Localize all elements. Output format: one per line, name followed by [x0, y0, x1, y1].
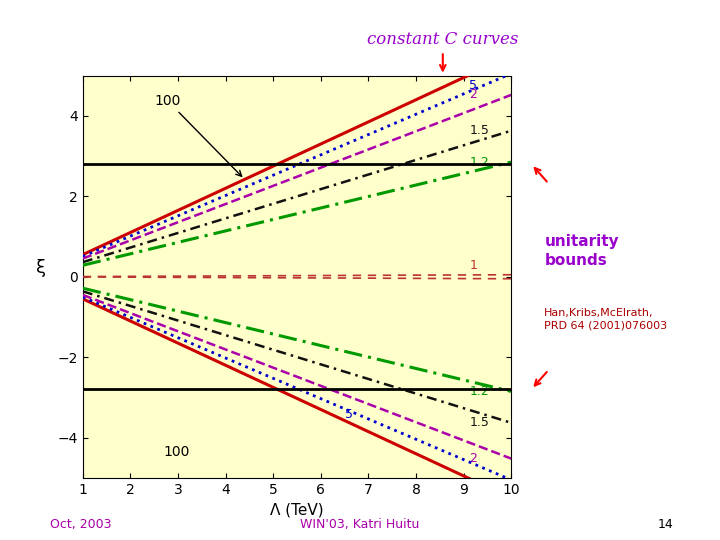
- Text: 100: 100: [154, 93, 242, 176]
- Text: 2: 2: [469, 89, 477, 102]
- Text: 5: 5: [345, 408, 353, 421]
- Text: 2: 2: [469, 452, 477, 465]
- Text: 5: 5: [469, 79, 477, 92]
- Text: Han,Kribs,McElrath,
PRD 64 (2001)076003: Han,Kribs,McElrath, PRD 64 (2001)076003: [544, 308, 667, 331]
- Y-axis label: ξ: ξ: [36, 259, 46, 276]
- Text: 1.2: 1.2: [469, 156, 489, 168]
- Text: 1.5: 1.5: [469, 124, 489, 137]
- Text: 1.5: 1.5: [469, 416, 489, 429]
- X-axis label: Λ (TeV): Λ (TeV): [270, 502, 324, 517]
- Text: unitarity
bounds: unitarity bounds: [544, 234, 619, 268]
- Text: constant C curves: constant C curves: [367, 31, 518, 48]
- Text: WIN'03, Katri Huitu: WIN'03, Katri Huitu: [300, 518, 420, 531]
- Text: Oct, 2003: Oct, 2003: [50, 518, 112, 531]
- Text: 14: 14: [657, 518, 673, 531]
- Text: 1: 1: [469, 259, 477, 272]
- Text: 100: 100: [163, 445, 190, 459]
- Text: 1.2: 1.2: [469, 385, 489, 398]
